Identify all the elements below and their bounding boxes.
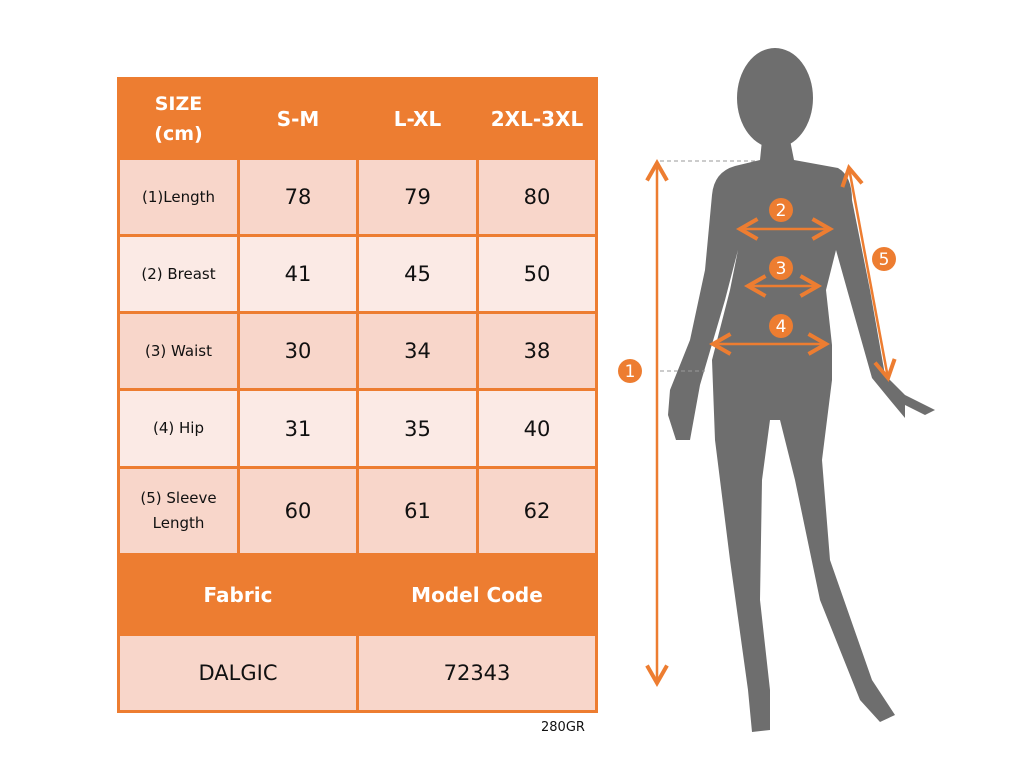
woman-silhouette	[668, 48, 935, 732]
weight-note: 280GR	[541, 720, 585, 735]
table-row: (2) Breast 41 45 50	[117, 234, 598, 314]
row-label: (5) Sleeve Length	[117, 466, 240, 556]
info-row: DALGIC 72343	[117, 633, 598, 713]
cell: 34	[356, 311, 479, 391]
table-row: (3) Waist 30 34 38	[117, 311, 598, 391]
cell: 38	[476, 311, 598, 391]
marker-3-icon	[769, 256, 793, 280]
row-label: (1)Length	[117, 157, 240, 237]
sleeve-arrow	[840, 164, 897, 382]
cell: 62	[476, 466, 598, 556]
cell: 80	[476, 157, 598, 237]
info-header-row: Fabric Model Code	[117, 553, 598, 636]
cell: 45	[356, 234, 479, 314]
cell: 60	[237, 466, 359, 556]
fabric-header: Fabric	[117, 553, 359, 636]
size-l-xl-header: L-XL	[356, 77, 479, 160]
marker-4-icon	[769, 314, 793, 338]
size-s-m-header: S-M	[237, 77, 359, 160]
model-code-value: 72343	[356, 633, 598, 713]
marker-5-icon	[872, 247, 896, 271]
marker-3: 3	[776, 259, 787, 279]
header-row: SIZE (cm) S-M L-XL 2XL-3XL	[117, 77, 598, 160]
body-measurement-figure: 1 2 3 4 5	[618, 48, 935, 732]
cell: 79	[356, 157, 479, 237]
marker-2-icon	[769, 198, 793, 222]
row-label: (4) Hip	[117, 388, 240, 469]
marker-1: 1	[625, 362, 636, 382]
cell: 31	[237, 388, 359, 469]
cell: 30	[237, 311, 359, 391]
cell: 61	[356, 466, 479, 556]
cell: 78	[237, 157, 359, 237]
size-header: SIZE (cm)	[117, 77, 240, 160]
cell: 35	[356, 388, 479, 469]
marker-5: 5	[879, 250, 890, 270]
marker-4: 4	[776, 317, 787, 337]
cell: 40	[476, 388, 598, 469]
marker-1-icon	[618, 359, 642, 383]
row-label: (3) Waist	[117, 311, 240, 391]
model-code-header: Model Code	[356, 553, 598, 636]
marker-2: 2	[776, 201, 787, 221]
size-chart-table: SIZE (cm) S-M L-XL 2XL-3XL (1)Length 78 7…	[117, 77, 598, 713]
cell: 50	[476, 234, 598, 314]
table-row: (1)Length 78 79 80	[117, 157, 598, 237]
size-2xl-3xl-header: 2XL-3XL	[476, 77, 598, 160]
fabric-value: DALGIC	[117, 633, 359, 713]
cell: 41	[237, 234, 359, 314]
table-row: (5) Sleeve Length 60 61 62	[117, 466, 598, 556]
table-row: (4) Hip 31 35 40	[117, 388, 598, 469]
row-label: (2) Breast	[117, 234, 240, 314]
